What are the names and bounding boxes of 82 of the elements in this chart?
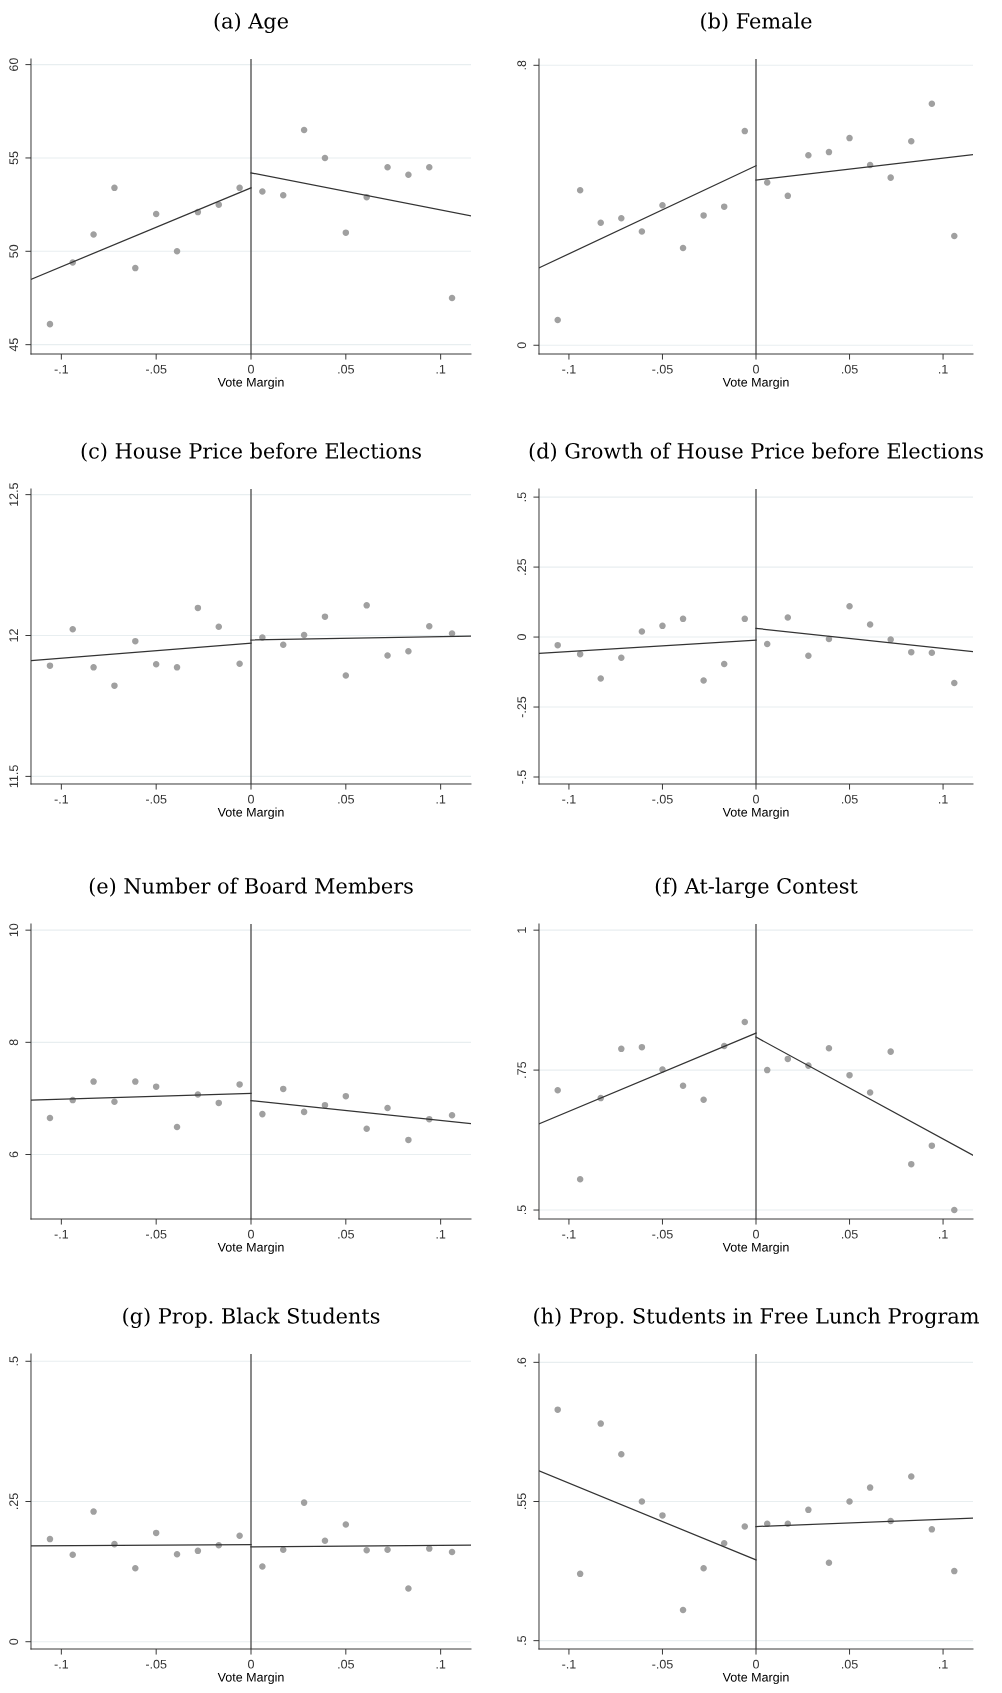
x-tick-label: -.1 [54,1229,69,1239]
x-tick-label: 0 [753,1229,759,1239]
x-tick-label: -.1 [54,794,69,804]
chart-title: (d) Growth of House Price before Elections [529,442,983,462]
y-tick-label: .55 [517,1493,527,1510]
x-tick-label: .1 [939,1229,948,1239]
x-axis-title: Vote Margin [722,377,789,390]
x-tick-label: 0 [753,1659,759,1669]
x-tick-label: .05 [841,364,858,374]
x-tick-label: -.05 [652,1659,673,1669]
x-tick-label: -.1 [54,364,69,374]
x-tick-label: 0 [248,1229,254,1239]
y-tick-label: 0 [9,1638,19,1645]
x-tick-label: .05 [338,1229,354,1239]
chart-title: (f) At-large Contest [655,877,858,899]
chart-title: (c) House Price before Elections [81,442,421,462]
y-tick-label: .6 [517,1357,527,1367]
x-axis-title: Vote Margin [217,1242,284,1255]
y-tick-label: 11.5 [9,765,19,788]
y-tick-label: .5 [517,1205,527,1215]
x-tick-label: 0 [248,794,254,804]
y-tick-label: 12.5 [9,482,19,506]
chart-title: (h) Prop. Students in Free Lunch Program [534,1307,979,1329]
x-axis-title: Vote Margin [722,1672,789,1685]
x-tick-label: 0 [248,364,254,374]
y-tick-label: .75 [517,1061,527,1078]
chart-title: (b) Female [701,12,812,32]
y-tick-label: .25 [9,1493,19,1510]
x-tick-label: -.1 [562,1229,576,1239]
y-tick-label: 12 [9,629,18,642]
x-tick-label: 0 [753,794,759,804]
chart-title: (a) Age [214,12,288,34]
x-tick-label: .05 [841,1229,858,1239]
y-tick-label: 10 [9,923,19,937]
y-tick-label: .5 [517,492,527,502]
x-tick-label: -.05 [145,794,167,804]
x-tick-label: .1 [436,364,446,374]
x-tick-label: -.05 [652,364,673,374]
x-axis-title: Vote Margin [722,1242,789,1255]
x-tick-label: .1 [436,794,446,804]
x-tick-label: -.1 [54,1659,69,1669]
y-tick-label: 60 [9,58,19,71]
x-tick-label: .1 [436,1659,446,1669]
x-tick-label: 0 [248,1659,254,1669]
x-tick-label: 0 [753,364,759,374]
y-tick-label: .5 [9,1356,19,1366]
x-axis-title: Vote Margin [722,807,789,820]
y-tick-label: -.25 [517,696,527,718]
x-tick-label: -.05 [145,1229,167,1239]
y-tick-label: .25 [517,558,527,575]
x-tick-label: -.1 [562,794,576,804]
x-tick-label: .05 [841,794,858,804]
y-tick-label: 1 [517,927,526,933]
y-tick-label: 55 [9,151,19,165]
x-axis-title: Vote Margin [217,1672,284,1685]
x-tick-label: -.1 [562,364,576,374]
x-tick-label: -.05 [652,1229,673,1239]
x-tick-label: .05 [338,1659,354,1669]
x-tick-label: .1 [939,364,948,374]
x-tick-label: .05 [841,1659,858,1669]
x-axis-title: Vote Margin [217,807,284,820]
x-tick-label: .1 [939,1659,948,1669]
y-tick-label: .5 [517,1635,527,1645]
x-tick-label: .1 [436,1229,446,1239]
chart-title: (e) Number of Board Members [89,877,413,897]
y-tick-label: 50 [9,244,19,258]
x-tick-label: -.05 [145,364,167,374]
x-axis-title: Vote Margin [217,377,284,390]
y-tick-label: .8 [517,60,527,70]
y-tick-label: -.5 [517,770,527,784]
x-tick-label: -.05 [145,1659,167,1669]
y-tick-label: 45 [9,338,19,352]
x-tick-label: .05 [338,364,354,374]
chart-title: (g) Prop. Black Students [123,1307,380,1329]
x-tick-label: .1 [939,794,948,804]
y-tick-label: 0 [517,342,527,349]
x-tick-label: .05 [338,794,354,804]
x-tick-label: -.1 [562,1659,576,1669]
y-tick-label: 0 [517,634,527,641]
y-tick-label: 6 [9,1151,19,1158]
y-tick-label: 8 [9,1039,19,1046]
x-tick-label: -.05 [652,794,673,804]
